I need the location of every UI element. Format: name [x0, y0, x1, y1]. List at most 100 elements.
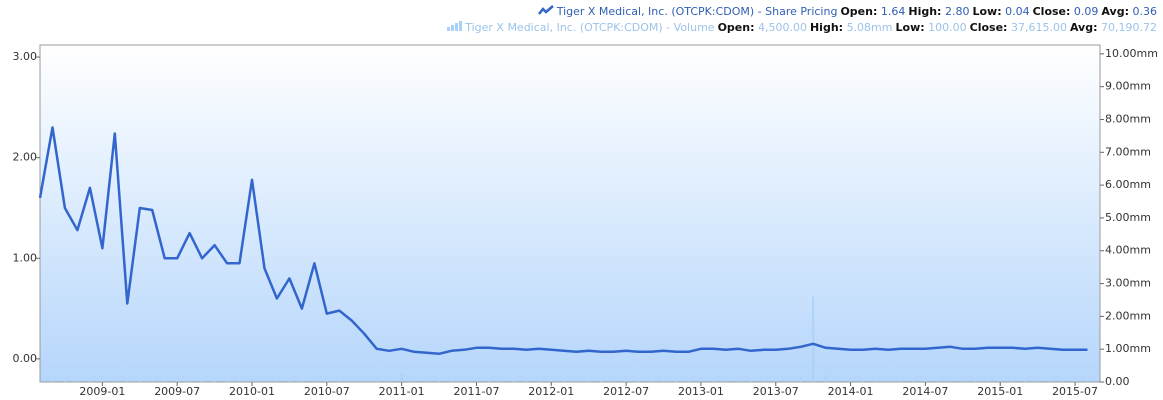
volume-bar — [263, 380, 266, 382]
volume-bar — [550, 381, 553, 382]
volume-bar — [1024, 381, 1027, 382]
volume-bar — [824, 375, 827, 382]
stat-label: Avg: — [1069, 21, 1098, 34]
volume-bar — [151, 381, 154, 382]
volume-bar — [974, 381, 977, 382]
volume-bar — [862, 380, 865, 382]
x-tick-label: 2010-07 — [304, 385, 350, 398]
volume-bar — [575, 381, 578, 382]
volume-bar — [126, 381, 129, 382]
x-tick-label: 2012-01 — [528, 385, 574, 398]
volume-bar — [1086, 381, 1089, 382]
x-tick-label: 2012-07 — [603, 385, 649, 398]
volume-bar — [612, 381, 615, 382]
y2-tick-label: 5.00mm — [1105, 211, 1151, 224]
volume-bar — [475, 380, 478, 382]
volume-bar — [275, 381, 278, 382]
x-tick-label: 2009-07 — [154, 385, 200, 398]
price-line — [38, 126, 1088, 356]
volume-bar — [251, 379, 253, 382]
volume-bar — [911, 380, 914, 382]
legend-name: Tiger X Medical, Inc. (OTCPK:CDOM) - Vol… — [465, 21, 715, 34]
x-tick-label: 2013-01 — [678, 385, 724, 398]
volume-bar — [949, 380, 952, 382]
stat-value: 0.09 — [1073, 5, 1099, 18]
stat-label: Close: — [969, 21, 1008, 34]
volume-bar — [986, 380, 989, 382]
volume-bar — [413, 380, 416, 382]
volume-bar — [562, 381, 565, 382]
volume-bar — [101, 380, 104, 382]
stat-value: 1.64 — [880, 5, 906, 18]
volume-bar — [463, 381, 465, 382]
volume-bar — [799, 377, 802, 382]
legend-row: Tiger X Medical, Inc. (OTCPK:CDOM) - Sha… — [446, 4, 1157, 20]
x-tick-label: 2011-07 — [453, 385, 499, 398]
stat-label: Avg: — [1101, 5, 1129, 18]
y2-tick-label: 10.00mm — [1105, 47, 1158, 60]
volume-bar — [313, 380, 316, 382]
y-tick-label: 2.00 — [13, 151, 38, 164]
stat-value: 0.04 — [1005, 5, 1030, 18]
stat-label: Open: — [840, 5, 878, 18]
y2-tick-label: 4.00mm — [1105, 244, 1151, 257]
stat-label: High: — [809, 21, 844, 34]
icon-bar — [447, 27, 451, 31]
volume-bar — [51, 381, 54, 382]
volume-bar — [39, 381, 41, 382]
y2-tick-label: 7.00mm — [1105, 145, 1151, 158]
volume-bar — [88, 381, 91, 382]
volume-bar — [226, 381, 229, 382]
volume-bar — [1011, 380, 1014, 382]
stat-value: 5.08mm — [846, 21, 893, 34]
volume-bar — [650, 381, 653, 382]
stat-value: 2.80 — [944, 5, 970, 18]
volume-bar — [849, 380, 852, 382]
volume-bar — [425, 380, 428, 382]
volume-bar — [637, 381, 640, 382]
icon-bar — [455, 23, 459, 31]
volume-bar — [774, 380, 777, 382]
stat-value: 70,190.72 — [1101, 21, 1157, 34]
legend: Tiger X Medical, Inc. (OTCPK:CDOM) - Sha… — [446, 4, 1157, 36]
y2-tick-label: 6.00mm — [1105, 178, 1151, 191]
stat-label: High: — [908, 5, 942, 18]
volume-bar — [587, 381, 590, 382]
stat-label: Close: — [1032, 5, 1071, 18]
plot-area — [39, 44, 1101, 383]
x-tick-label: 2009-01 — [79, 385, 125, 398]
y2-tick-label: 9.00mm — [1105, 80, 1151, 93]
volume-bar — [600, 381, 603, 382]
x-tick-label: 2014-07 — [902, 385, 948, 398]
legend-icon — [537, 5, 554, 15]
volume-bar — [288, 381, 291, 382]
volume-bar — [1074, 381, 1077, 382]
volume-bar — [188, 381, 191, 382]
x-tick-label: 2014-01 — [828, 385, 874, 398]
volume-bar — [363, 380, 366, 382]
volume-bar — [712, 380, 715, 382]
stat-value: 100.00 — [928, 21, 967, 34]
volume-bar — [325, 381, 328, 382]
x-tick-label: 2013-07 — [753, 385, 799, 398]
volume-bar — [762, 380, 765, 382]
volume-bar — [388, 379, 391, 382]
volume-bar — [487, 381, 490, 382]
x-tick-label: 2015-01 — [977, 385, 1023, 398]
y2-tick-label: 2.00mm — [1105, 309, 1151, 322]
y-tick-label: 3.00 — [13, 50, 38, 63]
volume-bar — [961, 380, 964, 382]
legend-name: Tiger X Medical, Inc. (OTCPK:CDOM) - Sha… — [556, 5, 838, 18]
stat-label: Low: — [895, 21, 925, 34]
volume-bar — [1049, 381, 1052, 382]
volume-bar — [500, 381, 503, 382]
volume-bar — [63, 381, 66, 382]
volume-bar — [625, 381, 628, 382]
stat-label: Low: — [972, 5, 1002, 18]
volume-bar — [737, 381, 740, 382]
volume-bar — [1061, 381, 1064, 382]
volume-bar — [300, 381, 303, 382]
volume-bar — [238, 381, 241, 382]
